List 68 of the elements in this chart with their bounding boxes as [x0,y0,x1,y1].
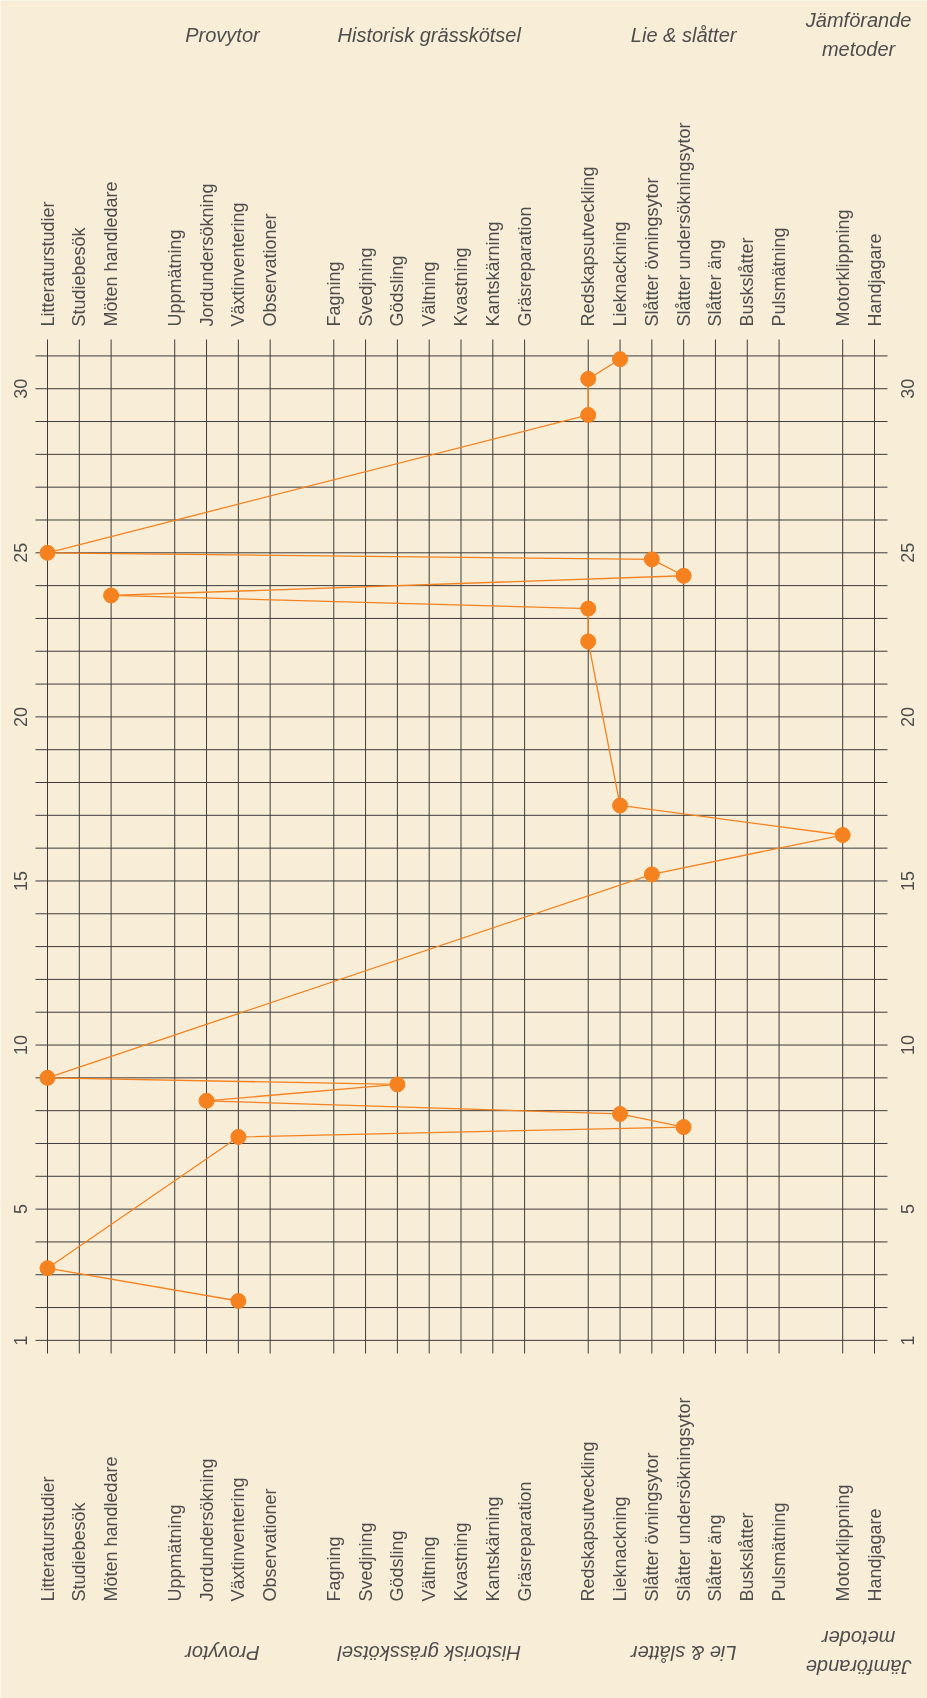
category-label: Fagning [323,1536,344,1602]
x-tick-label: Pulsmätning [769,227,790,327]
x-tick-label: Slåtter övningsytor [641,177,662,327]
x-tick-label: Motorklippning [832,209,853,327]
text: Lie & slåtter [629,1641,737,1664]
category-label: Vältning [419,1536,440,1602]
y-tick-label: 15 [11,870,31,891]
category-label: Gräsreparation [514,1481,535,1602]
text: Historisk grässkötsel [337,23,521,46]
x-tick-label: Handjagare [864,233,885,327]
x-tick-label: Kvastning [451,247,471,327]
category-label: Slåtter övningsytor [641,1452,662,1602]
category-label: Möten handledare [101,1456,122,1602]
x-tick-label: Möten handledare [101,181,122,327]
x-tick-label: Gräsreparation [514,206,535,327]
category-label: Gödsling [387,1530,408,1602]
x-tick-label: Studiebesök [69,226,90,327]
y2-tick-label: 1 [898,1335,918,1346]
category-label: Pulsmätning [769,1502,790,1602]
text: Jämförande metoder [805,1627,913,1678]
x-tick-label: Observationer [260,213,281,327]
y-tick-label: 1 [11,1335,31,1346]
x-tick-label: Lieknackning [610,221,631,327]
y-tick-label: 10 [11,1035,31,1056]
y2-tick-label: 15 [898,870,918,891]
y2-tick-label: 30 [898,378,918,399]
y-tick-label: 20 [11,706,31,727]
category-label: Slåtter undersökningsytor [673,1397,694,1602]
text: Provytor [185,23,260,46]
category-label: Redskapsutveckling [578,1441,599,1602]
category-label: Studiebesök [69,1502,90,1602]
x-tick-label: Slåtter undersökningsytor [673,122,694,327]
y-tick-label: 25 [11,542,31,563]
text: Historisk grässkötsel [336,1641,521,1664]
category-label: Uppmätning [164,1504,185,1602]
category-label: Jordundersökning [196,1458,217,1602]
text: Lie & slåtter [630,23,737,46]
y-tick-label: 30 [11,378,31,399]
x-tick-label: Slåtter äng [705,239,726,327]
x-tick-label: Gödsling [387,255,408,327]
x-tick-label: Vältning [419,261,440,327]
category-label: Kvastning [451,1522,471,1602]
y2-tick-label: 25 [898,542,918,563]
category-label: Svedjning [355,1522,376,1602]
category-label: Observationer [260,1488,281,1602]
category-label: Lieknackning [610,1496,631,1602]
x-tick-label: Uppmätning [164,229,185,327]
x-tick-label: Växtinventering [228,202,249,327]
category-label: Slåtter äng [705,1514,726,1602]
x-tick-label: Jordundersökning [196,183,217,327]
x-tick-label: Svedjning [355,247,376,327]
category-label: Litteraturstudier [37,1476,58,1602]
category-label: Kantskärning [482,1496,503,1602]
category-label: Växtinventering [228,1477,249,1602]
x-tick-label: Kantskärning [482,221,503,327]
x-tick-label: Redskapsutveckling [578,166,599,327]
x-tick-label: Litteraturstudier [37,201,58,327]
y2-tick-label: 5 [898,1204,918,1215]
text: Jämförande metoder [805,9,912,60]
category-label: Motorklippning [832,1484,853,1602]
x-tick-label: Buskslåtter [737,237,758,327]
y2-tick-label: 20 [898,706,918,727]
category-label: Handjagare [864,1508,885,1602]
text: Provytor [183,1641,260,1664]
y2-tick-label: 10 [898,1035,918,1056]
y-tick-label: 5 [11,1204,31,1215]
category-label: Buskslåtter [737,1512,758,1602]
x-tick-label: Fagning [323,261,344,327]
